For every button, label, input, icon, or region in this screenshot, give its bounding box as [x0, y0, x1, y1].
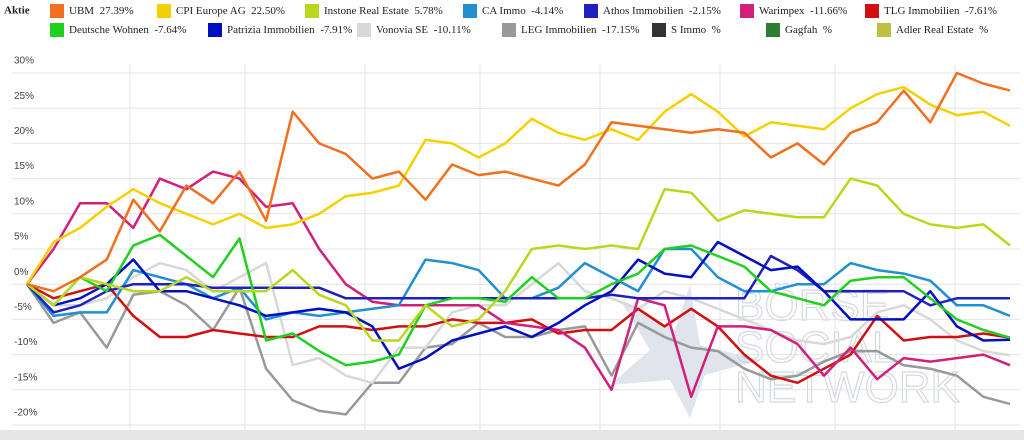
legend-entry: TLG Immobilien -7.61% — [884, 5, 997, 17]
legend-change: -17.15% — [602, 24, 640, 36]
series-line — [26, 170, 1011, 399]
legend-entry: Deutsche Wohnen -7.64% — [69, 24, 186, 36]
series-line — [26, 233, 1011, 367]
legend-name: CA Immo — [482, 5, 526, 17]
watermark: NETWORK — [735, 363, 960, 412]
legend-entry: S Immo % — [671, 24, 721, 36]
watermark-star — [610, 285, 760, 418]
legend-change: -4.14% — [531, 5, 563, 17]
legend-change: -10.11% — [434, 24, 471, 36]
legend-change: -7.91% — [320, 24, 352, 36]
y-tick-label: -10% — [14, 337, 37, 348]
series-line — [26, 261, 1011, 385]
series-line — [25, 85, 1011, 285]
legend-change: 5.78% — [414, 5, 442, 17]
series-line — [26, 177, 1011, 342]
legend-name: Instone Real Estate — [324, 5, 409, 17]
watermark: BÖRSE — [735, 281, 889, 330]
legend-swatch — [740, 4, 754, 18]
series-line — [26, 71, 1011, 293]
legend-entry: Gagfah % — [785, 24, 832, 36]
y-tick-label: 5% — [14, 232, 29, 243]
legend-swatch — [50, 23, 64, 37]
legend-name: Warimpex — [759, 5, 805, 17]
legend-swatch — [208, 23, 222, 37]
series-line — [26, 254, 1010, 314]
legend-swatch — [766, 23, 780, 37]
legend-swatch — [652, 23, 666, 37]
legend-entry: Warimpex -11.66% — [759, 5, 847, 17]
legend-swatch — [865, 4, 879, 18]
legend-swatch — [877, 23, 891, 37]
y-tick-label: 10% — [14, 196, 34, 207]
legend-entry: Athos Immobilien -2.15% — [603, 5, 721, 17]
y-tick-label: 15% — [14, 161, 34, 172]
y-tick-label: 0% — [14, 267, 29, 278]
legend-change: 22.50% — [251, 5, 285, 17]
legend-name: Patrizia Immobilien — [227, 24, 315, 36]
legend-swatch — [463, 4, 477, 18]
legend-entry: CA Immo -4.14% — [482, 5, 563, 17]
y-tick-label: 20% — [14, 126, 34, 137]
legend-swatch — [584, 4, 598, 18]
series-line — [26, 282, 1011, 385]
legend-name: Deutsche Wohnen — [69, 24, 149, 36]
y-tick-label: -15% — [14, 372, 37, 383]
legend-name: Vonovia SE — [376, 24, 428, 36]
series-line — [26, 240, 1011, 370]
legend-entry: Instone Real Estate 5.78% — [324, 5, 443, 17]
legend-change: % — [823, 24, 832, 36]
legend-entry: Patrizia Immobilien -7.91% — [227, 24, 352, 36]
y-tick-label: -20% — [14, 408, 37, 419]
legend-change: -7.61% — [965, 5, 997, 17]
legend-swatch — [305, 4, 319, 18]
legend-change: % — [979, 24, 988, 36]
legend-entry: CPI Europe AG 22.50% — [176, 5, 285, 17]
y-tick-label: 30% — [14, 56, 34, 67]
legend-name: LEG Immobilien — [521, 24, 597, 36]
legend-name: Adler Real Estate — [896, 24, 974, 36]
legend-name: UBM — [69, 5, 94, 17]
legend-entry: Adler Real Estate % — [896, 24, 988, 36]
y-tick-label: 25% — [14, 91, 34, 102]
legend-name: Athos Immobilien — [603, 5, 684, 17]
legend-swatch — [502, 23, 516, 37]
legend-entry: LEG Immobilien -17.15% — [521, 24, 640, 36]
legend-entry: Vonovia SE -10.11% — [376, 24, 471, 36]
y-tick-label: -5% — [14, 302, 32, 313]
legend-swatch — [50, 4, 64, 18]
legend-change: % — [712, 24, 721, 36]
bottom-strip — [0, 430, 1024, 440]
legend-swatch — [357, 23, 371, 37]
legend-change: 27.39% — [100, 5, 134, 17]
legend-heading: Aktie — [4, 5, 30, 17]
legend-entry: UBM 27.39% — [69, 5, 133, 17]
legend-change: -7.64% — [154, 24, 186, 36]
legend-name: CPI Europe AG — [176, 5, 246, 17]
legend-swatch — [157, 4, 171, 18]
legend-change: -2.15% — [689, 5, 721, 17]
legend-change: -11.66% — [810, 5, 847, 17]
legend-name: Gagfah — [785, 24, 818, 36]
legend-name: S Immo — [671, 24, 707, 36]
legend-name: TLG Immobilien — [884, 5, 960, 17]
